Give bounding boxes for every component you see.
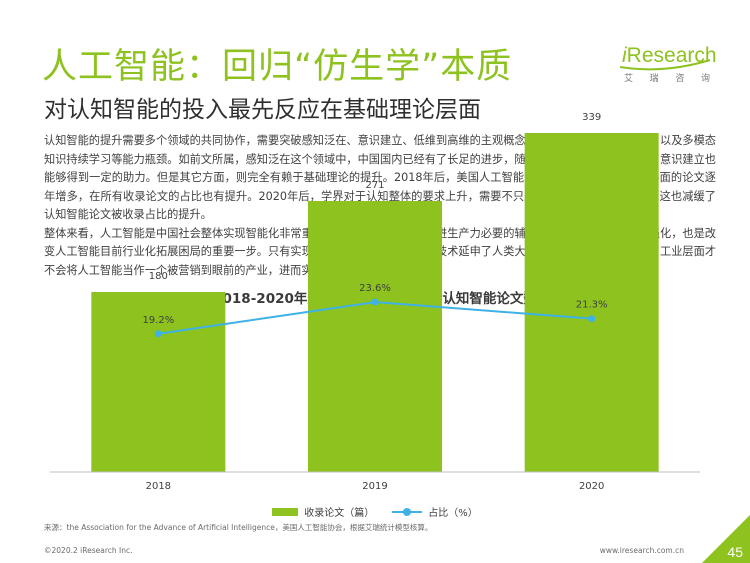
line-point	[371, 298, 379, 306]
bar	[524, 133, 659, 472]
legend-item-line: 占比（%）	[392, 504, 478, 519]
logo-char: 瑞	[649, 74, 659, 84]
logo-prefix: i	[622, 44, 627, 67]
legend-item-bar: 收录论文（篇）	[272, 504, 374, 519]
source-note: 来源：the Association for the Advance of Ar…	[44, 523, 433, 532]
slide-title: 人工智能：回归“仿生学”本质	[42, 47, 513, 87]
line-value-label: 23.6%	[359, 283, 391, 294]
logo-char: 咨	[675, 74, 685, 84]
logo-char: 艾	[624, 74, 634, 84]
bar	[91, 292, 226, 472]
legend-label: 收录论文（篇）	[304, 508, 375, 519]
bar	[308, 201, 442, 472]
bar-value-label: 180	[149, 271, 168, 282]
logo-wordmark: iResearch	[622, 44, 717, 68]
legend-bar-swatch	[272, 507, 299, 516]
page-corner-triangle	[702, 515, 750, 563]
line-point	[588, 315, 596, 323]
logo-word: Research	[626, 44, 717, 67]
x-tick-label: 2018	[146, 481, 171, 492]
line-point	[154, 330, 162, 338]
legend-label: 占比（%）	[428, 508, 478, 519]
website-link[interactable]: www.iresearch.com.cn	[599, 546, 684, 555]
logo-underline-mark	[619, 59, 711, 71]
logo-char: 询	[700, 74, 710, 84]
iresearch-logo: iResearch 艾 瑞 咨 询	[612, 40, 717, 84]
logo-chinese-name: 艾 瑞 咨 询	[624, 71, 710, 84]
page-number: 45	[727, 544, 743, 560]
slide-subtitle: 对认知智能的投入最先反应在基础理论层面	[44, 97, 481, 123]
chart-legend: 收录论文（篇） 占比（%）	[0, 504, 750, 519]
bar-value-label: 271	[365, 180, 384, 191]
x-tick-label: 2020	[579, 481, 604, 492]
copyright: ©2020.2 iResearch Inc.	[44, 546, 133, 555]
bar-value-label: 339	[582, 112, 601, 123]
legend-line-swatch	[392, 507, 423, 517]
line-value-label: 21.3%	[576, 300, 608, 311]
line-value-label: 19.2%	[142, 315, 174, 326]
x-tick-label: 2019	[362, 481, 387, 492]
